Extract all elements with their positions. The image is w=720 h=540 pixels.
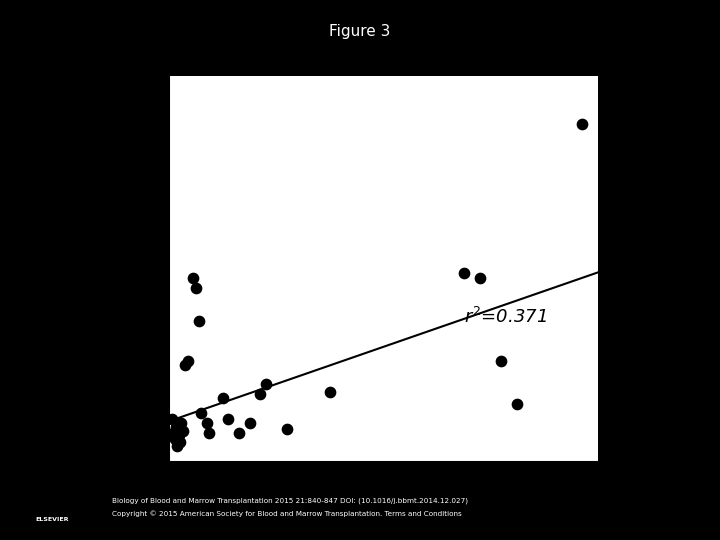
Point	[196, 409, 207, 418]
Point	[201, 419, 212, 428]
Point	[167, 428, 179, 437]
Point	[179, 361, 191, 369]
Point	[233, 428, 245, 437]
Text: Biology of Blood and Marrow Transplantation 2015 21:840-847 DOI: (10.1016/j.bbmt: Biology of Blood and Marrow Transplantat…	[112, 497, 467, 504]
Point	[217, 394, 228, 402]
Point	[166, 415, 178, 423]
Point	[187, 274, 199, 282]
Y-axis label: β₂-microglobulin (mg/L): β₂-microglobulin (mg/L)	[116, 171, 134, 367]
Text: Figure 3: Figure 3	[329, 24, 391, 39]
Point	[171, 442, 183, 450]
X-axis label: EPC (% of CD34⁺): EPC (% of CD34⁺)	[310, 492, 456, 511]
Point	[174, 438, 186, 447]
Point	[168, 434, 180, 443]
Point	[458, 268, 469, 277]
Point	[193, 316, 204, 325]
Text: 🌲: 🌲	[49, 491, 56, 502]
Point	[244, 419, 256, 428]
Point	[495, 357, 507, 366]
Point	[474, 274, 485, 282]
Point	[190, 284, 202, 292]
Point	[576, 119, 588, 128]
Point	[511, 400, 523, 408]
Point	[177, 427, 189, 435]
Text: ELSEVIER: ELSEVIER	[36, 517, 69, 522]
Point	[254, 390, 266, 399]
Text: $r^2$=0.371: $r^2$=0.371	[464, 307, 546, 327]
Point	[282, 424, 293, 433]
Point	[222, 415, 234, 423]
Point	[324, 388, 336, 396]
Point	[170, 423, 181, 431]
Text: Copyright © 2015 American Society for Blood and Marrow Transplantation. Terms an: Copyright © 2015 American Society for Bl…	[112, 511, 462, 517]
Point	[260, 380, 271, 389]
Point	[182, 357, 194, 366]
Point	[173, 430, 184, 439]
Point	[175, 419, 186, 428]
Point	[204, 428, 215, 437]
